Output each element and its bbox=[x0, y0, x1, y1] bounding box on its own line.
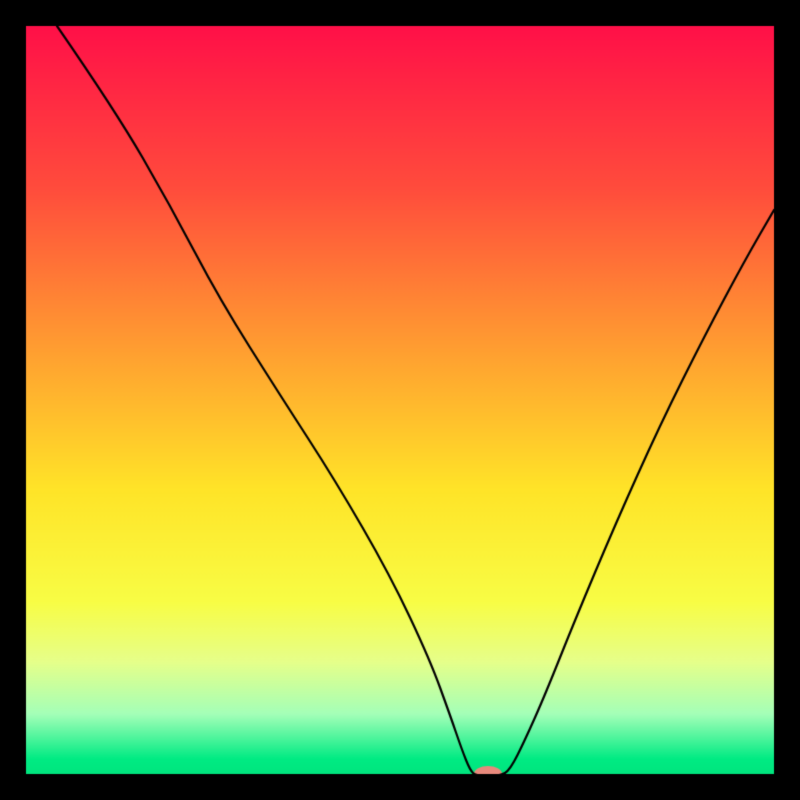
chart-container: TheBottleneck.com bbox=[0, 0, 800, 800]
bottleneck-chart bbox=[0, 0, 800, 800]
